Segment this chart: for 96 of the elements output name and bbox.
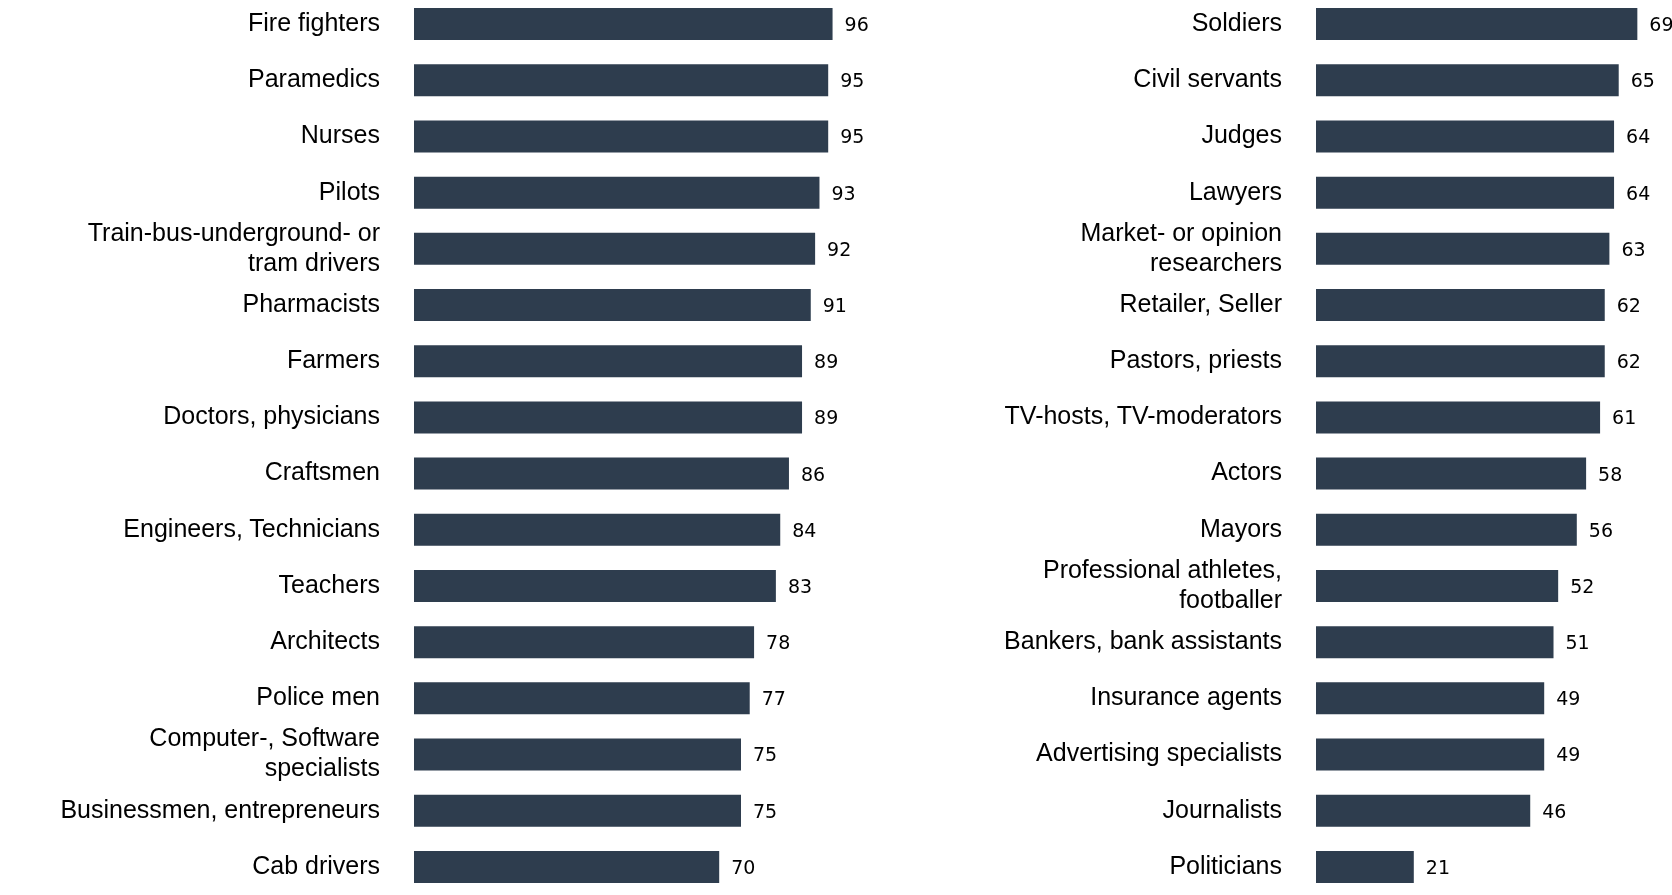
y-tick-label: Doctors, physicians [163, 401, 380, 430]
data-label: 92 [827, 237, 852, 260]
bar [414, 738, 741, 771]
y-tick-label: Farmers [286, 345, 380, 374]
data-label: 95 [840, 69, 865, 92]
data-label: 84 [792, 518, 817, 541]
data-label: 91 [822, 293, 847, 316]
data-label: 95 [840, 125, 865, 148]
data-label: 21 [1425, 855, 1450, 878]
data-label: 75 [753, 743, 778, 766]
y-tick-label: Engineers, Technicians [123, 513, 380, 542]
y-tick-label: Teachers [278, 569, 380, 598]
bar [1316, 457, 1587, 490]
y-tick-label: Insurance agents [1090, 682, 1282, 711]
data-label: 61 [1612, 406, 1637, 429]
bar [414, 682, 750, 715]
data-label: 58 [1598, 462, 1623, 485]
y-tick-label: Police men [256, 682, 380, 711]
y-tick-label: Politicians [1169, 850, 1282, 879]
data-label: 75 [753, 799, 778, 822]
y-tick-label: Judges [1201, 120, 1282, 149]
bar [1316, 569, 1559, 602]
bar [414, 457, 789, 490]
data-label: 96 [844, 13, 869, 36]
y-tick-label: TV-hosts, TV-moderators [1004, 401, 1282, 430]
bar [414, 345, 803, 378]
y-tick-label: Fire fighters [248, 7, 380, 36]
data-label: 63 [1621, 237, 1646, 260]
y-tick-label: Mayors [1200, 513, 1282, 542]
data-label: 89 [814, 406, 839, 429]
bar [1316, 120, 1615, 153]
data-label: 65 [1630, 69, 1655, 92]
bar [414, 289, 811, 322]
data-label: 49 [1556, 743, 1581, 766]
data-label: 70 [731, 855, 756, 878]
data-label: 62 [1616, 350, 1641, 373]
bar [414, 850, 720, 883]
y-tick-label: Journalists [1162, 794, 1282, 823]
data-label: 56 [1588, 518, 1613, 541]
bar [414, 64, 829, 97]
data-label: 69 [1649, 13, 1672, 36]
y-tick-label: Cab drivers [252, 850, 380, 879]
bar [1316, 850, 1414, 883]
bar [414, 120, 829, 153]
bar [414, 401, 803, 434]
bar [414, 569, 776, 602]
data-label: 86 [800, 462, 826, 485]
y-tick-label: Bankers, bank assistants [1004, 626, 1282, 655]
y-tick-label: Soldiers [1191, 7, 1282, 36]
y-tick-label: Professional athletes, footballer [1042, 554, 1282, 613]
data-label: 62 [1616, 293, 1641, 316]
bar [414, 8, 833, 41]
y-tick-label: Computer-, Software specialists [149, 723, 380, 782]
bar [1316, 682, 1545, 715]
data-label: 52 [1570, 574, 1595, 597]
bar [414, 794, 741, 827]
bar [1316, 8, 1638, 41]
y-tick-label: Market- or opinion researchers [1080, 217, 1282, 276]
bar [1316, 626, 1554, 659]
y-tick-label: Craftsmen [264, 457, 380, 486]
bar [1316, 401, 1601, 434]
data-label: 83 [787, 574, 813, 597]
bar [1316, 794, 1531, 827]
bar [414, 513, 781, 546]
bar [1316, 345, 1605, 378]
bar [1316, 738, 1545, 771]
y-tick-label: Actors [1211, 457, 1282, 486]
bar [1316, 513, 1577, 546]
bar [414, 232, 816, 265]
y-tick-label: Pharmacists [242, 288, 380, 317]
y-tick-label: Train-bus-underground- or tram drivers [87, 217, 380, 276]
y-tick-label: Lawyers [1188, 176, 1282, 205]
bar [1316, 289, 1605, 322]
data-label: 93 [831, 181, 856, 204]
data-label: 49 [1556, 687, 1581, 710]
y-tick-label: Advertising specialists [1036, 738, 1282, 767]
y-tick-label: Pilots [318, 176, 380, 205]
y-tick-label: Businessmen, entrepreneurs [60, 794, 380, 823]
bar [1316, 176, 1615, 209]
bar [414, 626, 755, 659]
bar [1316, 64, 1619, 97]
y-tick-label: Paramedics [248, 64, 380, 93]
bar [1316, 232, 1610, 265]
data-label: 64 [1626, 181, 1651, 204]
data-label: 77 [761, 687, 786, 710]
data-label: 51 [1565, 631, 1590, 654]
bar [414, 176, 820, 209]
y-tick-label: Pastors, priests [1109, 345, 1282, 374]
y-tick-label: Architects [270, 626, 380, 655]
y-tick-label: Civil servants [1133, 64, 1282, 93]
y-tick-label: Retailer, Seller [1119, 288, 1282, 317]
data-label: 46 [1542, 799, 1567, 822]
data-label: 78 [766, 631, 791, 654]
data-label: 64 [1626, 125, 1651, 148]
data-label: 89 [814, 350, 839, 373]
y-tick-label: Nurses [300, 120, 380, 149]
